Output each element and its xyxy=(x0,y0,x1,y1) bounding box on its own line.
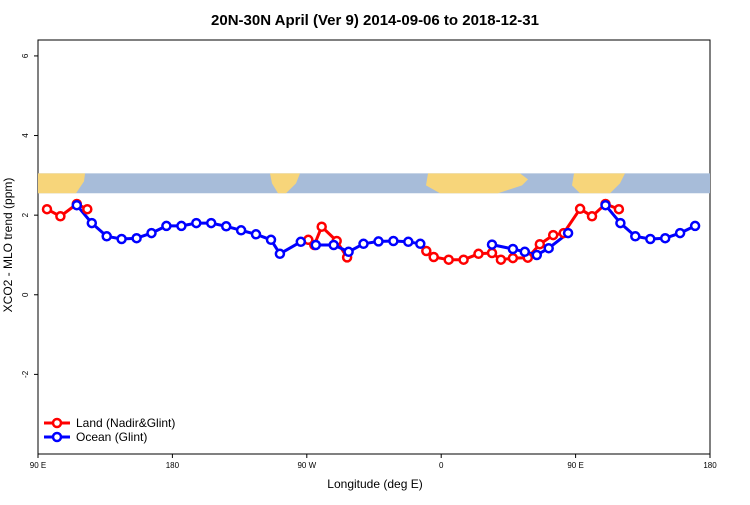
data-point-ocean xyxy=(415,238,426,250)
series-line-land xyxy=(425,202,620,262)
map-land-asia xyxy=(38,173,85,194)
data-point-land xyxy=(507,252,519,264)
map-ocean xyxy=(38,173,710,194)
data-point-ocean xyxy=(295,236,307,248)
y-axis: -2 0 2 4 6 xyxy=(21,53,38,378)
data-point-land xyxy=(486,247,498,259)
data-point-ocean xyxy=(71,199,83,211)
legend-marker-land xyxy=(51,417,63,429)
y-tick-label: 4 xyxy=(21,133,30,138)
series-line-land xyxy=(46,202,88,218)
data-point-land xyxy=(82,203,93,215)
data-point-ocean xyxy=(645,233,656,245)
data-point-ocean xyxy=(310,239,322,251)
data-point-ocean xyxy=(600,199,611,211)
map-land-africa-asia xyxy=(426,173,528,194)
data-point-land xyxy=(495,254,507,265)
data-point-ocean xyxy=(689,220,701,232)
chart-title: 20N-30N April (Ver 9) 2014-09-06 to 2018… xyxy=(211,12,539,29)
legend-label-land: Land (Nadir&Glint) xyxy=(76,416,175,430)
data-point-ocean xyxy=(146,227,157,239)
legend-label-ocean: Ocean (Glint) xyxy=(76,430,147,444)
plot-frame xyxy=(37,39,711,455)
data-point-land xyxy=(443,254,454,265)
data-point-land xyxy=(473,248,484,260)
x-tick-label: 180 xyxy=(166,461,180,470)
data-point-ocean xyxy=(328,239,339,251)
legend: Land (Nadir&Glint) Ocean (Glint) xyxy=(44,416,175,444)
data-point-ocean xyxy=(101,231,112,242)
data-point-ocean xyxy=(116,233,127,245)
data-point-ocean xyxy=(630,231,641,242)
data-point-land xyxy=(41,203,53,215)
series-layer xyxy=(41,198,701,265)
data-point-ocean xyxy=(343,246,354,258)
data-point-ocean xyxy=(358,238,369,250)
world-map-band xyxy=(38,173,710,194)
data-point-ocean xyxy=(235,225,247,236)
data-point-ocean xyxy=(274,248,286,260)
data-point-land xyxy=(586,211,598,222)
data-point-ocean xyxy=(543,242,554,254)
data-point-land xyxy=(547,229,559,241)
legend-marker-ocean xyxy=(51,431,63,443)
x-axis: 90 E 180 90 W 0 90 E 180 xyxy=(30,454,717,470)
data-point-ocean xyxy=(531,249,543,261)
data-point-land xyxy=(316,221,327,232)
data-point-ocean xyxy=(373,236,384,247)
y-axis-label: XCO2 - MLO trend (ppm) xyxy=(1,178,15,313)
data-point-ocean xyxy=(562,227,574,239)
data-point-ocean xyxy=(659,232,671,244)
data-point-ocean xyxy=(250,229,262,240)
data-point-ocean xyxy=(86,217,98,229)
data-point-land xyxy=(458,254,469,265)
data-point-ocean xyxy=(388,235,399,247)
map-land-asia-east xyxy=(572,173,625,194)
data-point-ocean xyxy=(131,232,142,244)
x-tick-label: 90 E xyxy=(567,461,583,470)
data-point-ocean xyxy=(161,220,172,232)
x-axis-label: Longitude (deg E) xyxy=(327,477,422,491)
y-tick-label: 0 xyxy=(21,292,30,297)
data-point-ocean xyxy=(265,234,277,246)
data-point-ocean xyxy=(220,221,232,232)
data-point-ocean xyxy=(674,227,686,239)
data-point-land xyxy=(428,251,439,263)
data-point-ocean xyxy=(205,217,217,229)
data-point-land xyxy=(421,245,432,257)
data-point-land xyxy=(534,238,546,250)
map-land-americas xyxy=(270,173,300,194)
data-point-land xyxy=(613,203,625,215)
data-point-ocean xyxy=(403,236,414,248)
y-tick-label: -2 xyxy=(21,370,30,378)
data-point-ocean xyxy=(486,239,498,250)
data-point-land xyxy=(574,203,586,215)
data-point-ocean xyxy=(191,217,202,229)
x-tick-label: 90 E xyxy=(30,461,46,470)
y-tick-label: 6 xyxy=(21,53,30,58)
data-point-land xyxy=(55,211,66,222)
x-tick-label: 90 W xyxy=(297,461,316,470)
series-line-ocean xyxy=(75,204,421,256)
data-point-ocean xyxy=(615,217,626,229)
data-point-ocean xyxy=(176,220,187,232)
x-tick-label: 0 xyxy=(439,461,444,470)
x-tick-label: 180 xyxy=(703,461,717,470)
y-tick-label: 2 xyxy=(21,212,30,217)
data-point-ocean xyxy=(507,243,519,255)
data-point-ocean xyxy=(519,246,531,258)
